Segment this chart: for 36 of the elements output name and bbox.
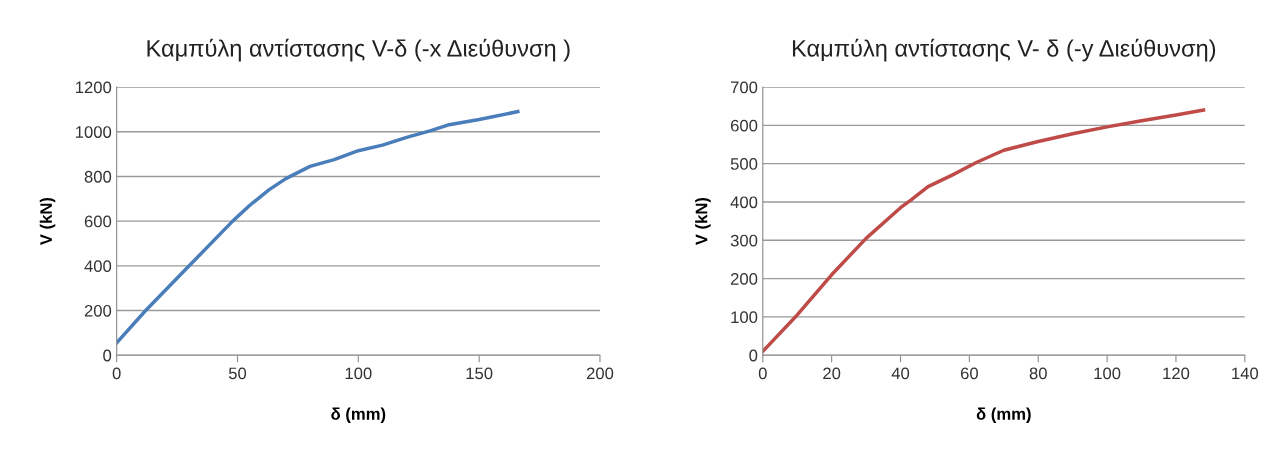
x-tick-label: 20 <box>823 367 841 380</box>
x-axis-title: δ (mm) <box>976 407 1031 424</box>
x-tick-label: 100 <box>1094 367 1121 380</box>
y-tick-label: 600 <box>84 215 112 228</box>
x-tick-label: 200 <box>586 367 614 380</box>
y-tick-label: 300 <box>730 234 758 247</box>
x-axis-title: δ (mm) <box>331 407 386 424</box>
x-tick-label: 120 <box>1163 367 1190 380</box>
x-tick-label: 40 <box>891 367 910 380</box>
y-tick-label: 200 <box>84 304 112 317</box>
x-tick-label: 0 <box>112 367 121 380</box>
y-tick-label: 400 <box>730 196 758 209</box>
chart-title: Καμπύλη αντίστασης V- δ (-y Διεύθυνση) <box>792 38 1216 62</box>
x-tick-label: 140 <box>1232 367 1259 380</box>
y-tick-label: 1000 <box>76 126 112 138</box>
y-tick-label: 600 <box>730 119 758 132</box>
line-series <box>762 108 1206 354</box>
x-tick-label: 0 <box>758 367 767 380</box>
x-tick-label: 100 <box>345 367 372 380</box>
x-tick-label: 60 <box>960 367 978 380</box>
y-tick-label: 400 <box>84 260 112 273</box>
y-axis-title: V (kN) <box>39 197 56 246</box>
y-axis-title: V (kN) <box>695 197 711 246</box>
y-tick-label: 0 <box>103 349 112 362</box>
y-tick-label: 200 <box>730 272 758 285</box>
line-series <box>116 109 520 345</box>
chart-title: Καμπύλη αντίστασης V-δ (-x Διεύθυνση ) <box>147 38 570 62</box>
y-tick-label: 1200 <box>76 81 112 94</box>
y-tick-label: 100 <box>731 311 758 324</box>
y-tick-label: 700 <box>730 81 758 94</box>
x-tick-label: 50 <box>228 367 247 380</box>
y-tick-label: 500 <box>730 158 758 170</box>
y-tick-label: 0 <box>749 349 758 362</box>
y-tick-label: 800 <box>84 170 112 183</box>
x-tick-label: 80 <box>1029 367 1047 380</box>
x-tick-label: 150 <box>466 367 493 380</box>
